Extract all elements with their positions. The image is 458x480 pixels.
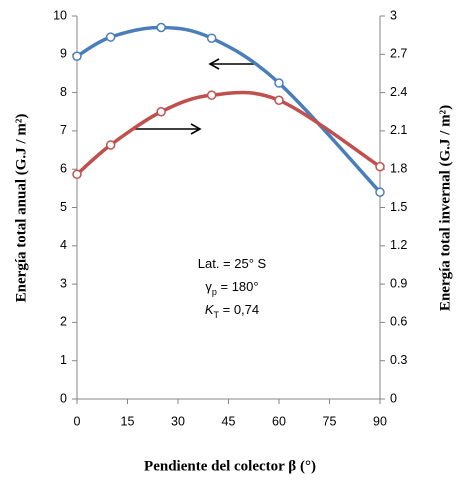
point (72, 51, 82, 61)
y-tick-label: 8 (60, 85, 67, 99)
point (72, 169, 82, 180)
point (274, 95, 284, 106)
y-tick-label: 4 (60, 238, 67, 252)
y-tick-label: 0 (60, 391, 67, 405)
y2-tick-label: 2.7 (390, 47, 407, 61)
x-tick-label: 0 (74, 414, 81, 428)
y2-tick-label: 2.1 (390, 123, 407, 137)
y2-tick-label: 2.4 (390, 85, 407, 99)
point (156, 107, 166, 117)
y-tick-label: 3 (60, 276, 67, 290)
point (156, 22, 166, 33)
point (206, 33, 217, 43)
y2-tick-label: 0 (390, 391, 397, 405)
arrows (135, 58, 258, 135)
series-line (76, 25, 382, 194)
point (105, 140, 116, 150)
arrow-head (190, 123, 202, 135)
annotation-part: γ (205, 279, 212, 294)
y2-tick-label: 0.3 (390, 353, 407, 367)
point (375, 187, 385, 197)
x-tick-label: 30 (171, 414, 185, 428)
x-tick-label: 90 (373, 414, 387, 428)
point (105, 32, 116, 42)
point (274, 78, 284, 88)
annotation-part: K (205, 302, 215, 317)
y-tick-label: 5 (60, 200, 67, 214)
y-tick-label: 2 (60, 315, 67, 329)
annotation-part: = 0,74 (219, 302, 259, 317)
y2-tick-label: 1.2 (390, 238, 407, 252)
y-tick-label: 1 (60, 353, 67, 367)
point (206, 90, 217, 100)
y-tick-label: 9 (60, 47, 67, 61)
series-line (75, 90, 381, 176)
y2-tick-label: 1.8 (390, 161, 407, 175)
y2-tick-label: 0.9 (390, 276, 407, 290)
y2-axis-label: Energía total invernal (G.J / m²) (437, 105, 453, 311)
x-tick-label: 60 (272, 414, 286, 428)
y-tick-label: 10 (53, 8, 67, 22)
y-tick-label: 7 (60, 123, 67, 137)
annotation-part: = 180° (217, 279, 259, 294)
x-tick-label: 15 (121, 414, 135, 428)
annotation: γp = 180° (205, 279, 258, 297)
annotation-part: Lat. = 25° S (198, 256, 267, 271)
annotation: KT = 0,74 (205, 302, 259, 320)
y2-tick-label: 0.6 (390, 315, 407, 329)
x-axis-label: Pendiente del colector β (°) (144, 458, 316, 474)
annotation-part: T (214, 310, 220, 320)
annotation: Lat. = 25° S (198, 256, 267, 271)
point (375, 161, 385, 172)
arrow-head (208, 58, 220, 70)
x-tick-label: 45 (222, 414, 236, 428)
y-tick-label: 6 (60, 161, 67, 175)
y2-tick-label: 1.5 (390, 200, 407, 214)
y-axis-label: Energía total anual (G.J / m²) (13, 114, 29, 303)
annotation-part: p (212, 287, 217, 297)
x-tick-label: 75 (323, 414, 337, 428)
y2-tick-label: 3 (390, 8, 397, 22)
